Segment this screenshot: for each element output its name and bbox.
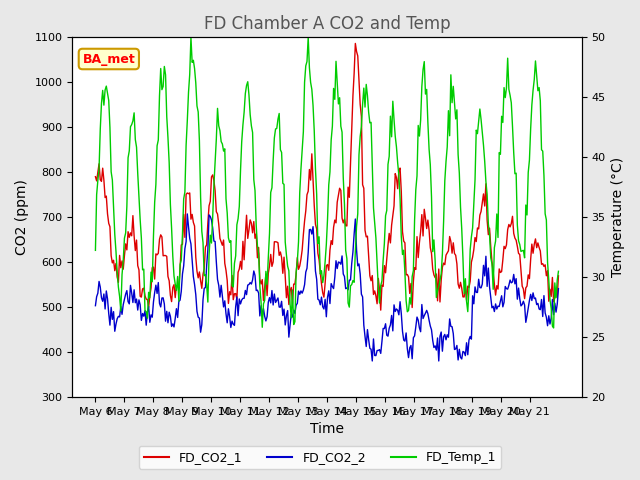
Legend: FD_CO2_1, FD_CO2_2, FD_Temp_1: FD_CO2_1, FD_CO2_2, FD_Temp_1 <box>139 446 501 469</box>
Y-axis label: Temperature (°C): Temperature (°C) <box>611 157 625 277</box>
Title: FD Chamber A CO2 and Temp: FD Chamber A CO2 and Temp <box>204 15 451 33</box>
X-axis label: Time: Time <box>310 422 344 436</box>
Y-axis label: CO2 (ppm): CO2 (ppm) <box>15 179 29 255</box>
Text: BA_met: BA_met <box>83 52 135 65</box>
